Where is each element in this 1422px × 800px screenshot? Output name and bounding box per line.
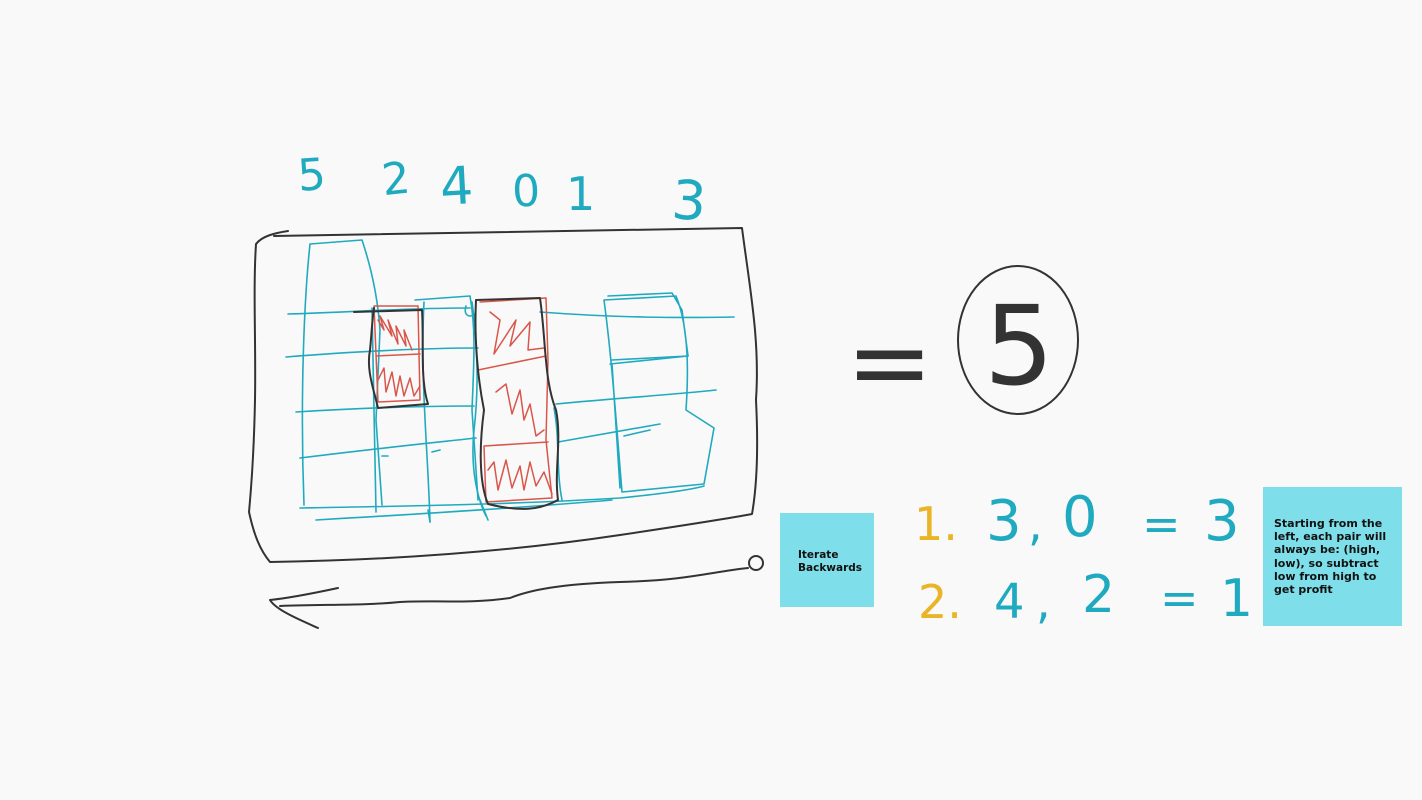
price-digit: 4 <box>439 156 475 218</box>
sticky-note-text: Starting from the left, each pair will a… <box>1274 517 1386 596</box>
pair-equals: = <box>1142 497 1181 551</box>
pair-sep: , <box>1036 575 1051 629</box>
grid-line <box>300 438 476 458</box>
arrow-start-dot <box>749 556 763 570</box>
pair-low: 0 <box>1062 485 1098 550</box>
scribble <box>378 316 412 350</box>
scribble <box>488 460 552 494</box>
pair-sep: , <box>1028 497 1043 551</box>
iterate-backwards-arrow <box>270 568 748 628</box>
price-digit: 1 <box>566 167 595 221</box>
grid-line <box>540 312 734 317</box>
pair-high: 4 <box>994 574 1025 630</box>
result-value: 5 <box>984 282 1054 410</box>
sticky-note-iterate[interactable]: Iterate Backwards <box>780 513 874 607</box>
price-digit: 5 <box>296 149 327 202</box>
pair-row-2: 2. 4 , 2 = 1 <box>918 565 1253 630</box>
result-group: = 5 <box>846 266 1078 423</box>
sticky-note-text: Iterate Backwards <box>798 549 862 574</box>
scribble <box>496 384 544 436</box>
pair-index: 1. <box>914 497 958 551</box>
price-digit: 2 <box>379 153 412 207</box>
pair-high: 3 <box>986 489 1022 554</box>
pair-profit: 3 <box>1204 489 1240 554</box>
pair-low: 2 <box>1082 565 1115 625</box>
chart-frame <box>249 228 757 562</box>
pair-equals: = <box>1160 571 1199 625</box>
grid-line <box>382 450 440 456</box>
sticky-note-pairs[interactable]: Starting from the left, each pair will a… <box>1263 487 1402 626</box>
price-digit: 0 <box>511 165 541 217</box>
red-highlights <box>374 298 552 502</box>
pair-profit: 1 <box>1220 569 1253 629</box>
outline-left <box>354 308 428 408</box>
pair-row-1: 1. 3 , 0 = 3 <box>914 485 1240 554</box>
scribble <box>490 312 544 354</box>
prices-row: 5 2 4 0 1 3 <box>296 149 709 233</box>
pair-index: 2. <box>918 575 962 629</box>
scribble <box>378 368 420 396</box>
highlight-cell-mid <box>478 298 552 502</box>
base-line <box>316 500 612 520</box>
price-digit: 3 <box>670 168 709 233</box>
result-equals: = <box>846 301 933 423</box>
grid-line <box>556 390 716 404</box>
grid-line <box>558 424 660 442</box>
